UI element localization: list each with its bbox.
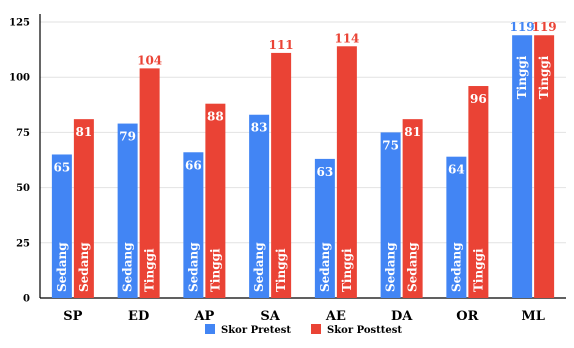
- bar-category-label: Sedang: [406, 242, 420, 292]
- y-tick-label: 50: [16, 183, 30, 194]
- legend: Skor Pretest Skor Posttest: [205, 324, 402, 336]
- x-tick-label: AP: [193, 309, 214, 324]
- x-tick-label: SA: [260, 309, 280, 324]
- data-label: 96: [470, 92, 487, 106]
- x-tick-label: SP: [63, 309, 82, 324]
- legend-label: Skor Posttest: [327, 325, 402, 336]
- legend-swatch: [311, 324, 321, 334]
- bar-category-label: Tinggi: [471, 248, 485, 292]
- bar-category-label: Sedang: [186, 242, 200, 292]
- x-tick-label: OR: [456, 309, 478, 324]
- bar-category-label: Tinggi: [340, 248, 354, 292]
- bar: [205, 103, 226, 298]
- y-tick-label: 0: [23, 294, 30, 305]
- bar: [534, 35, 555, 299]
- bar-category-label: Sedang: [55, 242, 69, 292]
- legend-label: Skor Pretest: [221, 325, 291, 336]
- bar: [314, 158, 335, 298]
- bar: [336, 46, 357, 299]
- bar-category-label: Tinggi: [274, 248, 288, 292]
- bar: [51, 154, 72, 298]
- bar: [249, 114, 270, 299]
- bar: [183, 152, 204, 298]
- data-label: 111: [269, 38, 294, 52]
- y-axis: 0 25 50 75 100 125 SP ED AP SA AE DA OR ML: [9, 14, 566, 324]
- bar: [380, 132, 401, 298]
- x-tick-label: ML: [521, 309, 545, 324]
- bar: [468, 86, 489, 298]
- data-label: 81: [76, 125, 93, 139]
- x-tick-label: AE: [325, 309, 346, 324]
- bars: 65 Sedang 81 Sedang 79 Sedang 104 Tinggi 66 Sedan…: [51, 20, 557, 299]
- data-label: 81: [404, 125, 421, 139]
- data-label: 114: [334, 31, 359, 45]
- data-label: 66: [185, 158, 202, 172]
- bar-category-label: Sedang: [77, 242, 91, 292]
- data-label: 65: [54, 160, 71, 174]
- x-tick-label: DA: [391, 309, 413, 324]
- data-label: 119: [532, 20, 557, 34]
- bar: [139, 68, 160, 298]
- legend-swatch: [205, 324, 215, 334]
- data-label: 83: [251, 121, 268, 135]
- data-label: 75: [382, 138, 399, 152]
- bar-category-label: Sedang: [121, 242, 135, 292]
- bar-category-label: Tinggi: [537, 55, 551, 99]
- y-tick-label: 100: [9, 73, 30, 84]
- bar: [271, 52, 292, 298]
- bar-category-label: Tinggi: [515, 55, 529, 99]
- y-tick-label: 75: [16, 128, 30, 139]
- x-tick-label: ED: [128, 309, 149, 324]
- bar: [446, 156, 467, 298]
- bar: [73, 119, 94, 298]
- bar: [512, 35, 533, 299]
- bar-category-label: Sedang: [252, 242, 266, 292]
- data-label: 79: [119, 130, 136, 144]
- data-label: 64: [448, 163, 465, 177]
- data-label: 63: [317, 165, 334, 179]
- bar-category-label: Tinggi: [143, 248, 157, 292]
- data-label: 104: [137, 53, 162, 67]
- bar: [117, 123, 138, 299]
- data-label: 88: [207, 110, 224, 124]
- bar-category-label: Sedang: [384, 242, 398, 292]
- bar-category-label: Tinggi: [208, 248, 222, 292]
- bar-category-label: Sedang: [318, 242, 332, 292]
- y-tick-label: 125: [9, 18, 30, 29]
- data-label: 119: [510, 20, 535, 34]
- bar: [402, 119, 423, 298]
- y-tick-label: 25: [16, 238, 30, 249]
- bar-category-label: Sedang: [449, 242, 463, 292]
